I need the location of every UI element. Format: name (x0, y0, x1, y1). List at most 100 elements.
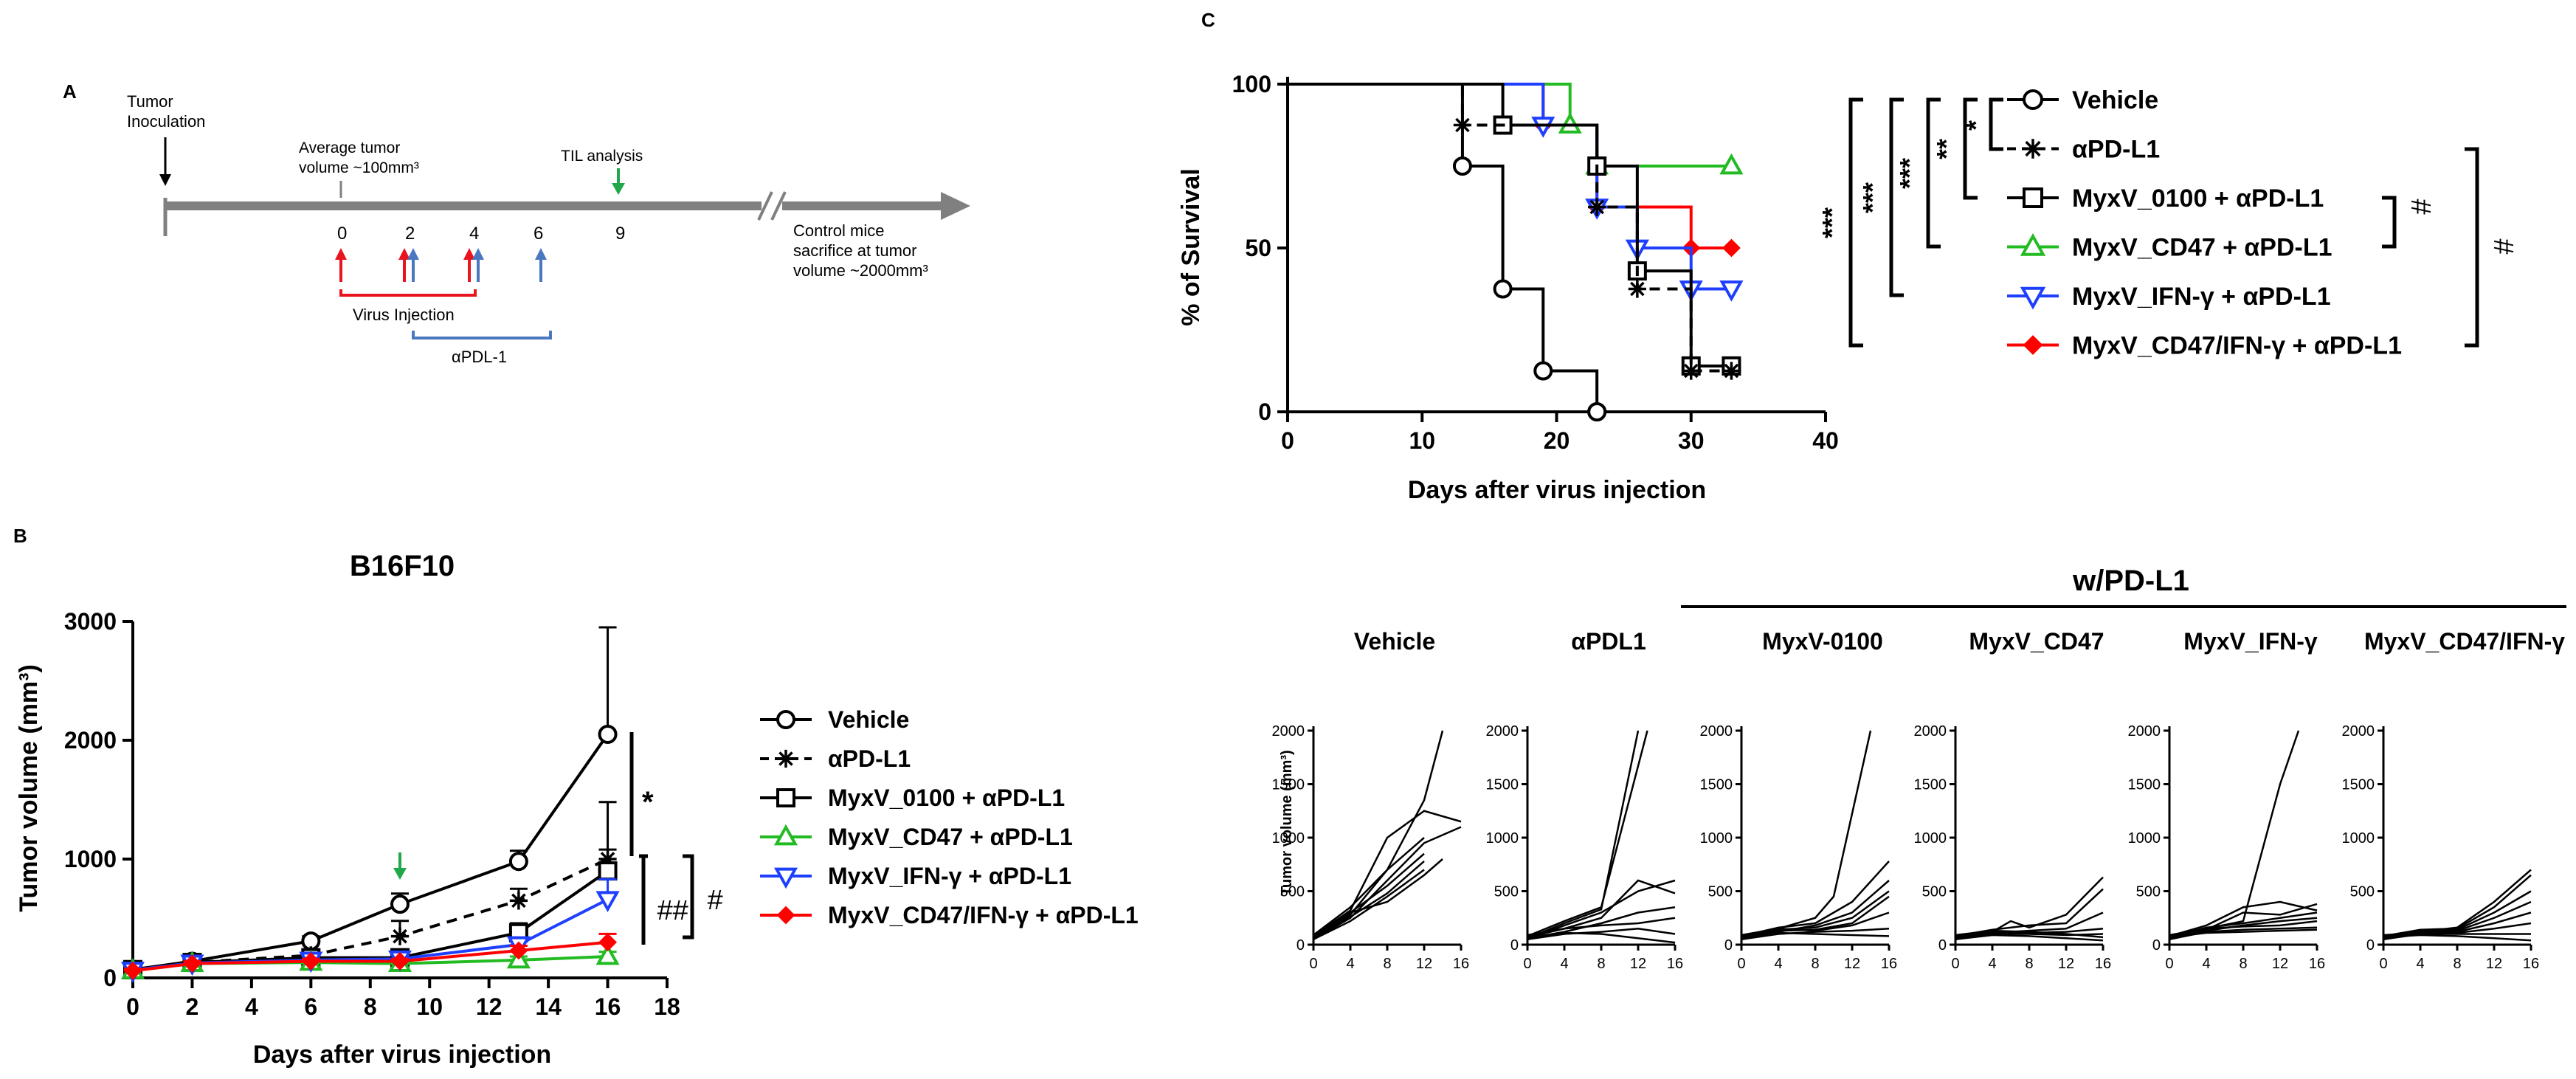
individual-xtick-label-3-12: 12 (2058, 956, 2074, 972)
individual-xtick-label-5-4: 4 (2416, 956, 2424, 972)
growth-xtick-label-12: 12 (476, 993, 503, 1020)
survival-legend-marker-5 (2023, 335, 2043, 355)
panel-b: B B16F10 Tumor volume (mm³) Days after v… (13, 525, 1139, 1069)
individual-ytick-label-1-500: 500 (1494, 884, 1519, 900)
survival-point-1-4 (1682, 362, 1700, 380)
individual-ytick-label-4-2000: 2000 (2128, 723, 2161, 740)
individual-curve-0-7 (1313, 858, 1443, 938)
individual-xtick-label-5-12: 12 (2486, 956, 2502, 972)
survival-sig-bracket-7 (2465, 147, 2479, 348)
survival-sig-7: # (2487, 238, 2518, 254)
survival-legend: Vehicle αPD-L1 MyxV_0100 + αPD-L1 MyxV_CD47… (2007, 86, 2402, 360)
individual-xtick-label-1-8: 8 (1597, 956, 1605, 972)
survival-y-axis-label: % of Survival (1177, 168, 1205, 326)
survival-ytick-label-100: 100 (1232, 71, 1271, 97)
individual-curve-2-0 (1741, 730, 1872, 940)
individual-xtick-label-0-4: 4 (1346, 956, 1354, 972)
individual-xtick-label-4-4: 4 (2202, 956, 2210, 972)
individual-ytick-label-4-1500: 1500 (2128, 777, 2161, 793)
individual-panel-5: MyxV_CD47/IFN-γ 0 500 1000 1500 2000 0 4 8 12 16 (2342, 628, 2566, 972)
individual-xtick-label-3-16: 16 (2095, 956, 2111, 972)
growth-point-0-4 (508, 852, 528, 872)
individual-xtick-label-3-8: 8 (2025, 956, 2033, 972)
survival-sig-bracket-1 (1848, 97, 1863, 348)
individual-xtick-label-4-0: 0 (2165, 956, 2173, 972)
individual-xtick-label-1-4: 4 (1560, 956, 1568, 972)
individual-ytick-label-4-1000: 1000 (2128, 830, 2161, 847)
growth-sig-bracket-3 (683, 854, 694, 940)
individual-xtick-label-1-12: 12 (1630, 956, 1646, 972)
timeline-break-2 (770, 191, 787, 221)
timeline-arrow-head (941, 192, 970, 220)
growth-legend-label-1: αPD-L1 (828, 745, 911, 772)
growth-point-4-5 (595, 891, 620, 913)
individual-curve-3-6 (1955, 934, 2104, 942)
individual-xtick-label-2-12: 12 (1844, 956, 1860, 972)
injection-arrow-head-4 (472, 248, 484, 260)
individual-title-2: MyxV-0100 (1762, 628, 1883, 655)
individual-ytick-label-4-0: 0 (2152, 937, 2161, 954)
control-label-2: sacrifice at tumor (793, 241, 917, 260)
growth-legend-marker-2 (776, 788, 795, 807)
injection-arrow-head-5 (535, 248, 547, 260)
control-label-3: volume ~2000mm³ (793, 261, 928, 280)
individual-plots: Vehicle 0 500 1000 1500 2000 0 4 8 12 16 αPDL1 0 500 1… (1272, 628, 2566, 972)
individual-curve-1-0 (1527, 730, 1640, 940)
growth-point-0-3 (390, 894, 410, 914)
individual-curve-1-5 (1527, 917, 1676, 937)
til-arrow-head (612, 183, 625, 195)
individual-y-axis-label: Tumor volume (mm³) (1279, 750, 1295, 895)
individual-curve-5-5 (2383, 922, 2532, 937)
growth-sig-star: * (642, 786, 654, 818)
virus-injection-label: Virus Injection (353, 306, 455, 324)
survival-xtick-label-30: 30 (1678, 427, 1705, 454)
individual-curve-3-5 (1955, 929, 2104, 939)
individual-ytick-label-2-2000: 2000 (1700, 723, 1733, 740)
individual-ytick-label-4-500: 500 (2136, 884, 2161, 900)
survival-plot-area: 0 50 100 0 10 20 30 40 (1232, 71, 1839, 454)
individual-panel-0: Vehicle 0 500 1000 1500 2000 0 4 8 12 16 (1272, 628, 1470, 972)
growth-plot-area: 0 1000 2000 3000 0 2 4 6 8 10 12 14 16 18 (64, 608, 680, 1020)
survival-legend-marker-3 (2020, 233, 2046, 256)
individual-curve-1-6 (1527, 927, 1676, 940)
individual-ytick-label-2-0: 0 (1724, 937, 1733, 954)
growth-line-5 (132, 940, 608, 973)
individual-xtick-label-3-0: 0 (1951, 956, 1959, 972)
growth-point-0-5 (598, 724, 618, 744)
survival-x-axis-label: Days after virus injection (1408, 476, 1706, 504)
growth-point-2-5 (598, 861, 618, 881)
growth-xtick-label-16: 16 (595, 993, 621, 1020)
growth-legend-label-2: MyxV_0100 + αPD-L1 (828, 785, 1065, 811)
survival-end-0 (1587, 402, 1607, 421)
individual-ytick-label-2-500: 500 (1708, 884, 1733, 900)
survival-point-0-2 (1493, 279, 1513, 299)
growth-xtick-label-18: 18 (654, 993, 680, 1020)
growth-line-2 (132, 869, 609, 971)
individual-ytick-label-0-1500: 1500 (1272, 777, 1305, 793)
survival-end-4 (1719, 280, 1744, 302)
individual-xtick-label-1-16: 16 (1667, 956, 1683, 972)
growth-point-1-4 (509, 892, 528, 910)
survival-end-1 (1722, 362, 1741, 380)
survival-point-0-1 (1452, 156, 1472, 176)
survival-sig-bracket-4 (1963, 97, 1978, 200)
individual-curve-4-5 (2169, 920, 2318, 937)
individual-ytick-label-1-1000: 1000 (1486, 830, 1519, 847)
growth-legend-label-4: MyxV_IFN-γ + αPD-L1 (828, 863, 1071, 889)
individual-xtick-label-2-4: 4 (1774, 956, 1782, 972)
individual-ytick-label-3-2000: 2000 (1914, 723, 1947, 740)
individual-xtick-label-1-0: 0 (1523, 956, 1531, 972)
panel-letter-a: A (63, 80, 77, 103)
growth-ytick-label-0: 0 (103, 965, 117, 991)
survival-sig-bracket-6 (2382, 196, 2397, 249)
growth-ytick-label-3000: 3000 (64, 608, 117, 635)
timeline-break-1 (757, 191, 773, 221)
individual-curve-1-7 (1527, 931, 1676, 944)
individual-ytick-label-0-500: 500 (1280, 884, 1305, 900)
survival-legend-marker-0 (2023, 89, 2043, 110)
individual-title-1: αPDL1 (1571, 628, 1646, 655)
timeline-day-4: 4 (469, 224, 479, 244)
individual-xtick-label-4-8: 8 (2239, 956, 2247, 972)
growth-sig-hash1: # (707, 885, 723, 916)
